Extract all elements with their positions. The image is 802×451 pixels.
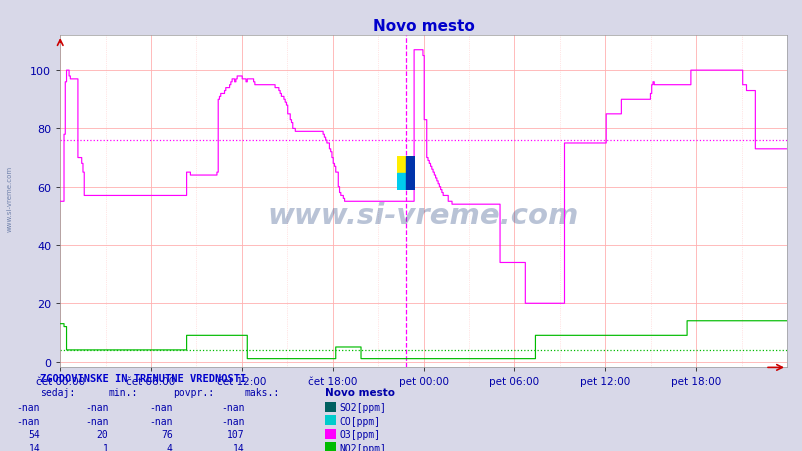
Text: -nan: -nan <box>221 416 245 426</box>
Bar <box>397 174 406 191</box>
Title: Novo mesto: Novo mesto <box>372 18 474 33</box>
Text: 107: 107 <box>227 429 245 439</box>
Text: ZGODOVINSKE IN TRENUTNE VREDNOSTI: ZGODOVINSKE IN TRENUTNE VREDNOSTI <box>40 373 246 383</box>
Text: sedaj:: sedaj: <box>40 387 75 397</box>
Text: -nan: -nan <box>17 402 40 412</box>
Text: -nan: -nan <box>149 416 172 426</box>
Text: -nan: -nan <box>85 402 108 412</box>
Text: www.si-vreme.com: www.si-vreme.com <box>268 201 578 229</box>
Text: -nan: -nan <box>17 416 40 426</box>
Polygon shape <box>406 157 415 191</box>
Text: povpr.:: povpr.: <box>172 387 213 397</box>
Text: O3[ppm]: O3[ppm] <box>339 429 380 439</box>
Text: SO2[ppm]: SO2[ppm] <box>339 402 387 412</box>
Text: min.:: min.: <box>108 387 138 397</box>
Text: www.si-vreme.com: www.si-vreme.com <box>6 166 13 231</box>
Text: -nan: -nan <box>149 402 172 412</box>
Text: CO[ppm]: CO[ppm] <box>339 416 380 426</box>
Text: maks.:: maks.: <box>245 387 280 397</box>
Text: 20: 20 <box>96 429 108 439</box>
Text: 14: 14 <box>233 443 245 451</box>
Text: 14: 14 <box>28 443 40 451</box>
Text: 54: 54 <box>28 429 40 439</box>
Text: 76: 76 <box>160 429 172 439</box>
Bar <box>397 157 406 174</box>
Text: -nan: -nan <box>85 416 108 426</box>
Text: -nan: -nan <box>221 402 245 412</box>
Text: Novo mesto: Novo mesto <box>325 387 395 397</box>
Text: 4: 4 <box>167 443 172 451</box>
Text: NO2[ppm]: NO2[ppm] <box>339 443 387 451</box>
Text: 1: 1 <box>103 443 108 451</box>
